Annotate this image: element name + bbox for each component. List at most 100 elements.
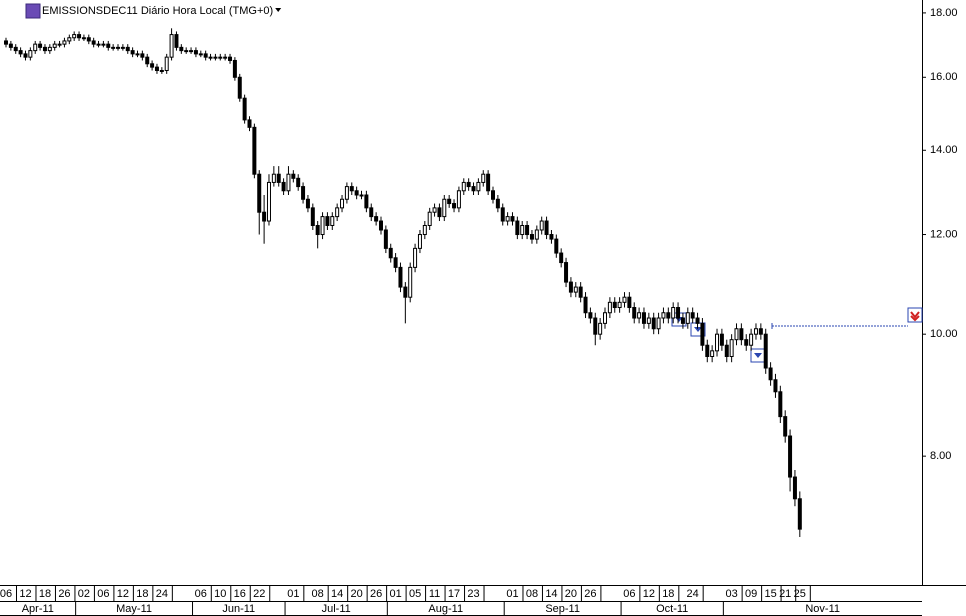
candle-body [198, 53, 203, 56]
candle-body [91, 40, 96, 45]
candle-body [18, 50, 23, 55]
candle-body [96, 43, 101, 46]
candle-body [111, 46, 116, 49]
y-tick-label: 16.00 [930, 71, 958, 83]
x-tick-label: 14 [331, 588, 343, 600]
month-label: May-11 [116, 603, 152, 615]
candle-body [145, 56, 150, 65]
candle-body [330, 216, 335, 226]
candle-body [164, 56, 169, 71]
candle-body [262, 211, 267, 222]
x-tick-label: 06 [0, 588, 12, 600]
candle-body [637, 312, 642, 319]
x-tick-label: 21 [779, 588, 791, 600]
candle-body [388, 247, 393, 259]
x-tick-label: 18 [39, 588, 51, 600]
candle-body [617, 301, 622, 309]
candle-body [228, 56, 233, 61]
candle-body [685, 312, 690, 324]
x-tick-label: 24 [156, 588, 168, 600]
x-tick-label: 08 [526, 588, 538, 600]
candle-body [62, 40, 67, 45]
candle-body [452, 203, 457, 209]
candle-body [101, 43, 106, 46]
candle-body [252, 126, 257, 175]
candle-body [81, 37, 86, 40]
x-tick-label: 01 [389, 588, 401, 600]
candle-body [680, 317, 685, 324]
x-tick-label: 24 [687, 588, 699, 600]
candle-body [232, 59, 237, 78]
x-tick-label: 08 [312, 588, 324, 600]
candle-body [705, 344, 710, 357]
candle-body [505, 216, 510, 222]
candle-body [52, 43, 57, 48]
x-tick-label: 10 [214, 588, 226, 600]
candle-body [42, 46, 47, 52]
candle-body [427, 211, 432, 226]
candle-body [86, 37, 91, 42]
candle-body [257, 173, 262, 213]
candle-body [783, 416, 788, 437]
candle-body [364, 194, 369, 209]
candle-body [57, 43, 62, 46]
candle-body [719, 333, 724, 346]
candle-body [116, 46, 121, 49]
month-label: Sep-11 [545, 603, 580, 615]
candle-body [666, 312, 671, 319]
candle-body [525, 224, 530, 236]
candle-body [593, 317, 598, 335]
candle-body [797, 498, 802, 530]
candle-body [193, 50, 198, 55]
alert-marker[interactable] [907, 307, 923, 323]
x-tick-label: 16 [234, 588, 246, 600]
candle-body [184, 50, 189, 53]
candle-body [403, 286, 408, 298]
candle-body [788, 435, 793, 478]
candle-body [223, 56, 228, 59]
candle-body [67, 37, 72, 42]
month-label: Apr-11 [22, 603, 54, 615]
candle-body [549, 234, 554, 240]
candle-body [442, 198, 447, 218]
x-tick-label: 03 [726, 588, 738, 600]
candle-body [432, 207, 437, 213]
x-tick-label: 25 [794, 588, 806, 600]
candle-body [744, 339, 749, 346]
x-tick-label: 17 [448, 588, 460, 600]
x-tick-label: 22 [253, 588, 265, 600]
candle-body [383, 229, 388, 249]
candle-body [174, 34, 179, 48]
dropdown-arrow[interactable] [275, 8, 282, 12]
candle-body [179, 46, 184, 52]
candle-body [627, 296, 632, 309]
candle-body [28, 50, 33, 58]
candle-body [753, 328, 758, 335]
candle-body [471, 186, 476, 192]
candle-body [208, 56, 213, 59]
x-tick-label: 14 [545, 588, 557, 600]
candle-body [344, 186, 349, 200]
candle-body [676, 307, 681, 319]
x-tick-label: 23 [467, 588, 479, 600]
candle-body [315, 224, 320, 236]
candle-body [739, 328, 744, 341]
candle-body [266, 181, 271, 222]
candle-body [335, 207, 340, 218]
candle-body [218, 56, 223, 59]
candle-body [481, 173, 486, 183]
candle-body [671, 307, 676, 319]
candle-body [734, 328, 739, 341]
candle-body [792, 476, 797, 500]
candle-body [369, 207, 374, 218]
candle-body [641, 312, 646, 324]
symbol-icon[interactable] [25, 3, 41, 19]
candle-body [768, 367, 773, 381]
candle-body [125, 46, 130, 52]
order-marker[interactable] [750, 348, 766, 363]
candle-body [378, 220, 383, 231]
candle-body [72, 34, 77, 39]
chart-title[interactable]: EMISSIONSDEC11 Diário Hora Local (TMG+0) [42, 5, 273, 17]
candle-body [130, 50, 135, 55]
y-tick-label: 18.00 [930, 7, 958, 19]
